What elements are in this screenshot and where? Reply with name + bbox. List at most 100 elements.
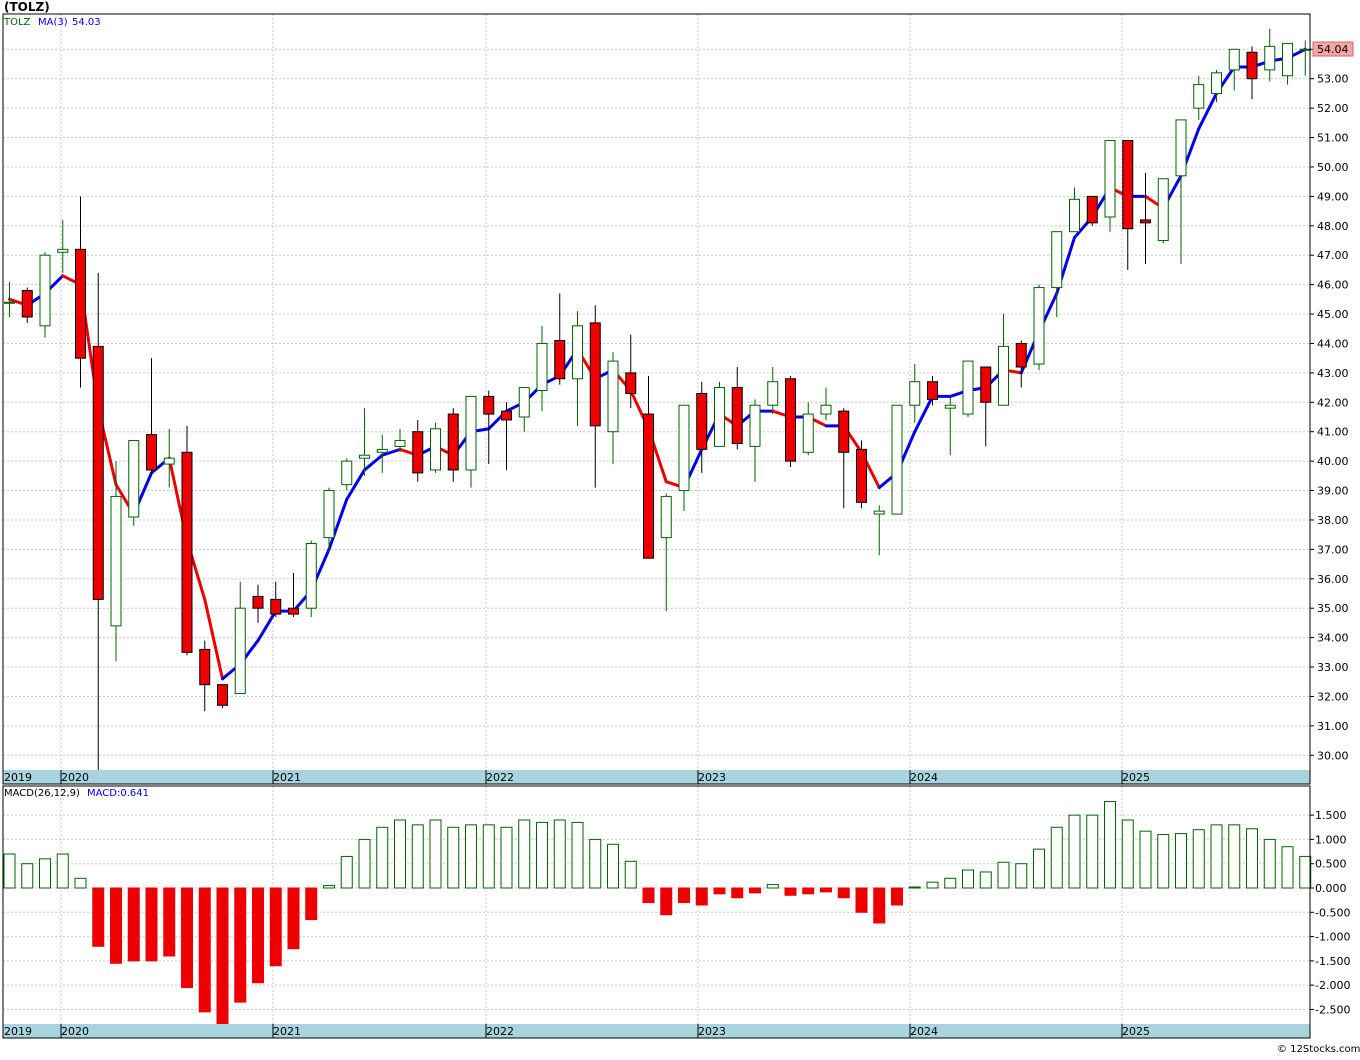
macd-tick-label: -1.500 [1315, 955, 1350, 968]
candle [785, 375, 796, 468]
candle-body [1228, 48, 1240, 71]
candle [359, 408, 370, 476]
candle-body [962, 360, 974, 415]
macd-bar [518, 819, 531, 889]
year-axis-label: 2021 [273, 771, 301, 784]
candle [962, 360, 974, 418]
candle [998, 314, 1009, 406]
year-axis-label: 2020 [61, 771, 89, 784]
candle [323, 487, 335, 553]
macd-bar [1086, 814, 1099, 889]
year-axis-band [3, 1024, 1310, 1038]
candle-body [714, 387, 725, 447]
price-tick-label: 48.00 [1317, 220, 1349, 233]
macd-bar [198, 887, 211, 1013]
candle-body [518, 387, 530, 418]
macd-bar [855, 887, 868, 913]
candle [305, 540, 317, 618]
macd-tick-label: -1.000 [1315, 931, 1350, 944]
macd-bar [1210, 824, 1223, 889]
candle [1015, 340, 1027, 388]
macd-bar [465, 824, 477, 889]
price-tick-label: 31.00 [1317, 720, 1349, 733]
macd-bar [234, 887, 247, 1003]
year-axis-label: 2022 [486, 1025, 514, 1038]
candle-body [1246, 51, 1258, 80]
candle [430, 422, 441, 473]
macd-bar [1192, 829, 1205, 889]
ma-segment [1197, 91, 1218, 131]
candle [4, 281, 15, 317]
price-tick-label: 34.00 [1317, 632, 1349, 645]
candle-body [767, 381, 779, 406]
year-axis-label: 2019 [4, 771, 32, 784]
candle [802, 402, 814, 456]
macd-bar [500, 826, 513, 889]
macd-bar [713, 887, 726, 895]
candle [483, 390, 495, 465]
ma-segment [913, 394, 934, 434]
ma-segment [327, 497, 349, 551]
macd-bar [1033, 848, 1045, 889]
chart-title: (TOLZ) [4, 0, 50, 14]
candle-body [572, 325, 583, 380]
candle [678, 404, 690, 512]
candle-body [873, 510, 885, 515]
candle-body [731, 387, 743, 444]
price-tick-label: 35.00 [1317, 602, 1349, 615]
candle-body [1086, 195, 1098, 224]
price-tick-label: 42.00 [1317, 396, 1349, 409]
macd-bar [56, 853, 69, 889]
candle-body [181, 451, 193, 653]
macd-bar [1175, 833, 1187, 889]
candle [572, 311, 583, 426]
year-axis-label: 2019 [4, 1025, 32, 1038]
candle [92, 272, 104, 770]
price-tick-label: 30.00 [1317, 749, 1349, 762]
candle [394, 428, 406, 453]
candle [75, 196, 86, 388]
candle [234, 581, 246, 695]
macd-bar [482, 824, 495, 889]
candle [1282, 42, 1293, 85]
candle-body [1193, 84, 1205, 109]
candle-body [1069, 198, 1080, 233]
price-tick-label: 50.00 [1317, 161, 1349, 174]
candle [1175, 119, 1187, 265]
macd-bar [1121, 819, 1134, 889]
candle-body [891, 404, 903, 515]
candle [696, 381, 708, 473]
candle [412, 419, 424, 482]
price-tick-label: 49.00 [1317, 190, 1349, 203]
candle [1086, 195, 1098, 226]
last-price-badge: 54.04 [1317, 43, 1349, 56]
candle [1264, 28, 1276, 82]
candle-body [660, 495, 672, 539]
macd-value-label: MACD:0.641 [87, 788, 149, 799]
macd-bar [1299, 855, 1312, 889]
candle [625, 334, 637, 409]
candle [1157, 178, 1169, 244]
last-price-badge-bg [1312, 41, 1354, 57]
price-tick-label: 40.00 [1317, 455, 1349, 468]
candle-body [998, 345, 1009, 406]
candle-body [696, 392, 708, 450]
candle [128, 440, 140, 526]
macd-bar [962, 869, 974, 889]
candle-body [252, 595, 264, 609]
price-tick-label: 47.00 [1317, 249, 1349, 262]
macd-bar [21, 863, 34, 889]
year-axis-label: 2020 [61, 1025, 89, 1038]
macd-bar [837, 887, 850, 899]
macd-bar [1281, 846, 1294, 889]
candle-body [1157, 178, 1169, 242]
candle-body [501, 410, 512, 421]
candle [1104, 139, 1116, 232]
candle [1051, 231, 1063, 317]
macd-bar [358, 838, 371, 889]
candle-body [980, 366, 992, 403]
candle [1211, 69, 1222, 103]
candle [660, 493, 672, 612]
candle [891, 404, 903, 515]
